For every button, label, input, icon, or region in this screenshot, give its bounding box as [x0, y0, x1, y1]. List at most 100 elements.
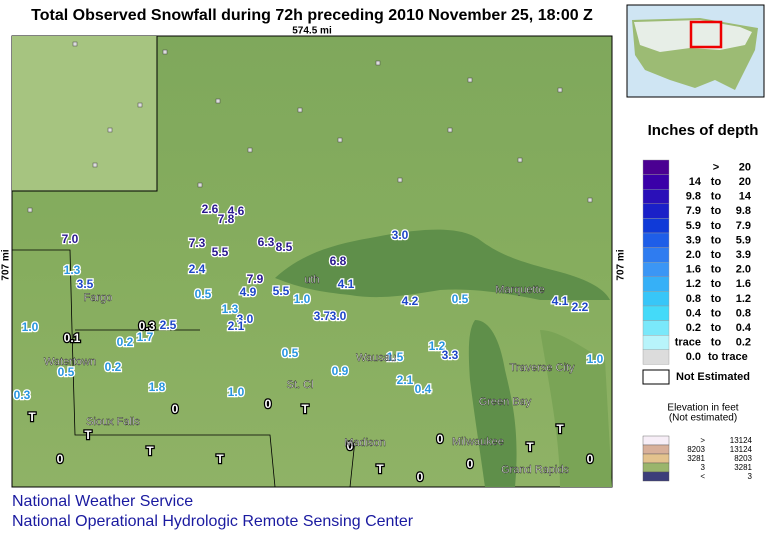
station-value: 6.8 [330, 254, 347, 268]
station-marker [197, 182, 203, 188]
station-value: 2.1 [397, 373, 414, 387]
station-value: 1.2 [429, 339, 446, 353]
legend-sep: to [711, 220, 722, 232]
station-value: 0.9 [332, 364, 349, 378]
station-value: 6.3 [258, 235, 275, 249]
legend-swatch [642, 276, 670, 292]
legend-swatch [642, 305, 670, 321]
legend-swatch [642, 232, 670, 248]
map [11, 35, 613, 488]
station-value: 3.0 [330, 309, 347, 323]
station-value: 1.3 [222, 302, 239, 316]
station-value: T [216, 452, 224, 466]
legend-hi: 1.2 [736, 293, 751, 305]
station-value: 0 [265, 397, 272, 411]
station-value: 0.3 [14, 388, 31, 402]
station-value: T [301, 402, 309, 416]
station-marker [587, 197, 593, 203]
station-value: 4.1 [552, 294, 569, 308]
city-label: uth [304, 274, 319, 286]
legend-hi: 20 [739, 176, 751, 188]
station-value: 0.2 [117, 335, 134, 349]
legend-lo: 9.8 [686, 191, 701, 203]
station-marker [397, 177, 403, 183]
station-value: 5.5 [212, 245, 229, 259]
station-value: 5.5 [273, 284, 290, 298]
elevation-lo: 8203 [687, 445, 705, 454]
legend-hi: 0.8 [736, 307, 751, 319]
legend-lo: trace [675, 337, 701, 349]
station-value: 3.0 [237, 312, 254, 326]
station-value: 0 [172, 402, 179, 416]
station-value: 0.5 [58, 365, 75, 379]
legend-swatch [642, 188, 670, 204]
elevation-lo: 3281 [687, 454, 705, 463]
footer-line: National Operational Hydrologic Remote S… [12, 513, 414, 530]
station-value: 0 [57, 452, 64, 466]
station-value: 1.0 [294, 292, 311, 306]
station-value: 7.9 [247, 272, 264, 286]
legend-swatch [642, 262, 670, 278]
station-value: 1.3 [64, 263, 81, 277]
legend-hi: 0.4 [736, 322, 752, 334]
city-label: Watertown [44, 356, 96, 368]
legend-sep: to [711, 293, 722, 305]
elevation-swatch [642, 435, 670, 446]
station-value: 0.5 [195, 287, 212, 301]
legend-lo: 3.9 [686, 234, 701, 246]
footer-line: National Weather Service [12, 493, 193, 510]
legend-sep: to [711, 322, 722, 334]
station-value: 2.2 [572, 300, 589, 314]
station-value: 0.5 [282, 346, 299, 360]
station-marker [517, 157, 523, 163]
station-value: 2.5 [160, 318, 177, 332]
legend-sep: to [711, 234, 722, 246]
station-marker [162, 49, 168, 55]
city-label: Wausau [356, 352, 396, 364]
city-label: St. Cl [287, 379, 314, 391]
scale-y-right: 707 mi [616, 249, 627, 280]
station-value: 0 [437, 432, 444, 446]
legend-lo: 14 [689, 176, 702, 188]
legend-lo: 0.4 [686, 307, 702, 319]
legend-hi: 5.9 [736, 234, 751, 246]
station-marker [447, 127, 453, 133]
legend-swatch [642, 291, 670, 307]
city-label: Madison [344, 437, 386, 449]
station-marker [557, 87, 563, 93]
station-value: 4.6 [228, 204, 245, 218]
station-value: 0 [467, 457, 474, 471]
lake-michigan [468, 320, 517, 487]
station-value: 0.3 [139, 319, 156, 333]
scale-x: 574.5 mi [292, 26, 332, 37]
legend-hi: 20 [739, 161, 751, 173]
station-value: 3.0 [392, 228, 409, 242]
legend-lo: > [713, 161, 719, 173]
station-value: 8.5 [276, 240, 293, 254]
station-value: T [146, 444, 154, 458]
legend-sep: to [711, 205, 722, 217]
station-marker [92, 162, 98, 168]
station-marker [215, 98, 221, 104]
elevation-swatch [642, 453, 670, 464]
station-marker [247, 147, 253, 153]
legend-lo: 2.0 [686, 249, 701, 261]
station-value: 3.5 [77, 277, 94, 291]
city-label: Sioux Falls [86, 416, 140, 428]
michigan-land [540, 330, 612, 487]
legend-hi: 14 [739, 191, 752, 203]
legend-lo: 7.9 [686, 205, 701, 217]
legend-swatch [642, 159, 670, 175]
elevation-hi: 13124 [730, 436, 753, 445]
city-label: Traverse City [510, 362, 575, 374]
legend-sep: to [711, 264, 722, 276]
station-value: 4.2 [402, 294, 419, 308]
canada-region [12, 36, 157, 191]
elevation-lo: 3 [701, 463, 706, 472]
station-value: 0.5 [452, 292, 469, 306]
station-value: 7.8 [218, 212, 235, 226]
legend-swatch [642, 218, 670, 234]
legend-lo: 0.8 [686, 293, 701, 305]
